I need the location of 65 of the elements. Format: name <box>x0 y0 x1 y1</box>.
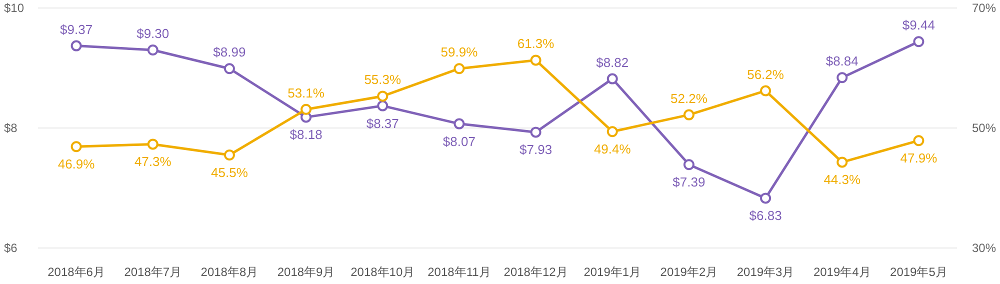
data-label: 52.2% <box>670 90 708 106</box>
data-label: $6.83 <box>749 208 782 224</box>
data-label: $8.84 <box>826 54 858 69</box>
x-tick-label: 2018年9月 <box>277 265 335 279</box>
data-label: $7.39 <box>672 174 706 190</box>
x-tick-label: 2019年2月 <box>660 265 718 279</box>
data-label: $8.99 <box>213 44 246 60</box>
data-label: 59.9% <box>440 44 478 60</box>
data-label: $8.82 <box>596 54 629 70</box>
data-label: $8.37 <box>366 116 399 131</box>
point <box>760 85 772 96</box>
data-label: $8.07 <box>442 134 476 149</box>
data-label: 55.3% <box>364 72 402 88</box>
point <box>147 138 158 150</box>
point <box>760 192 772 204</box>
data-label: 47.3% <box>134 154 172 170</box>
data-label: 53.1% <box>288 85 325 100</box>
point <box>224 150 235 160</box>
data-label: $7.93 <box>520 142 552 158</box>
point <box>300 104 312 115</box>
x-tick-label: 2018年10月 <box>350 265 415 279</box>
point <box>454 63 465 74</box>
y2-tick-label: 50% <box>972 121 996 135</box>
y-tick-label: $10 <box>4 1 24 15</box>
data-label: 49.4% <box>594 142 632 157</box>
x-tick-label: 2018年6月 <box>48 265 105 279</box>
point <box>147 44 158 56</box>
point <box>70 141 82 152</box>
x-tick-label: 2019年5月 <box>890 265 948 279</box>
data-label: 45.5% <box>211 165 248 180</box>
y2-tick-label: 70% <box>972 1 996 15</box>
point <box>836 72 848 84</box>
data-label: $8.18 <box>290 127 322 142</box>
y-tick-label: $6 <box>4 241 18 255</box>
data-label: 47.9% <box>900 150 938 166</box>
point <box>836 156 848 168</box>
point <box>377 100 388 112</box>
x-tick-label: 2019年1月 <box>584 265 642 279</box>
point <box>683 109 694 120</box>
point <box>606 73 618 84</box>
point <box>530 54 542 66</box>
point <box>683 159 694 170</box>
y-tick-label: $8 <box>4 121 18 135</box>
data-label: 56.2% <box>747 66 784 82</box>
x-tick-label: 2018年8月 <box>200 265 258 279</box>
x-tick-label: 2018年11月 <box>428 265 491 279</box>
x-tick-label: 2019年3月 <box>736 265 794 279</box>
x-tick-label: 2019年4月 <box>813 265 871 279</box>
data-label: $9.44 <box>902 18 935 33</box>
point <box>530 126 542 138</box>
point <box>913 135 924 146</box>
data-label: $9.30 <box>136 26 170 41</box>
data-label: $9.37 <box>60 22 93 37</box>
point <box>913 36 924 48</box>
point <box>606 126 618 138</box>
data-label: 46.9% <box>58 156 96 172</box>
data-label: 61.3% <box>517 36 555 52</box>
x-tick-label: 2018年12月 <box>504 265 568 279</box>
point <box>224 63 235 74</box>
x-tick-label: 2018年7月 <box>124 265 182 279</box>
point <box>454 118 465 130</box>
point <box>70 40 82 52</box>
y2-tick-label: 30% <box>972 241 996 255</box>
data-label: 44.3% <box>824 172 861 188</box>
point <box>377 90 388 102</box>
